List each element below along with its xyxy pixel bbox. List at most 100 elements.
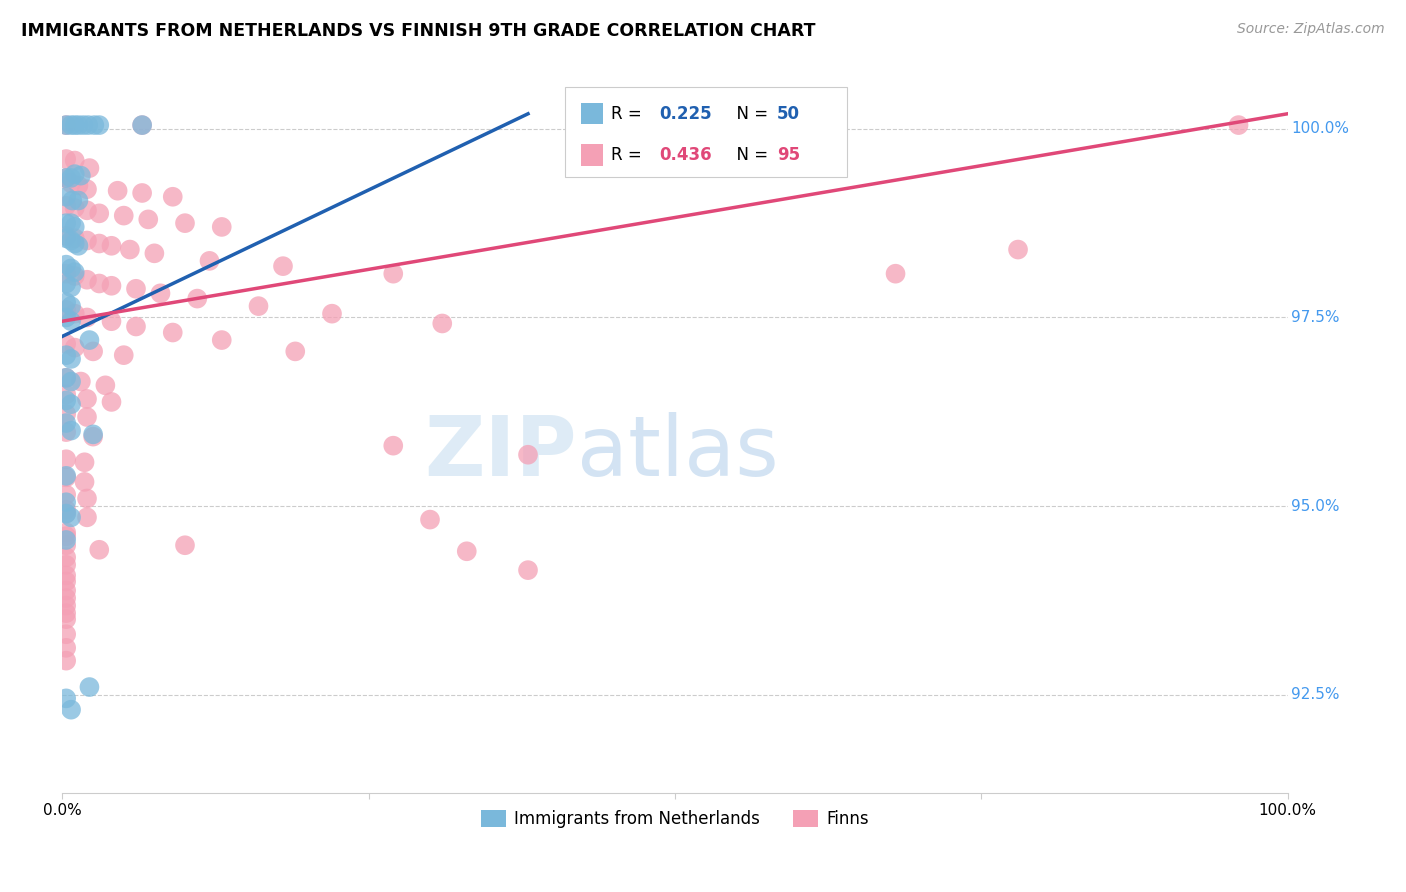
Text: 95.0%: 95.0% [1291, 499, 1340, 514]
Text: 95: 95 [776, 146, 800, 164]
Text: IMMIGRANTS FROM NETHERLANDS VS FINNISH 9TH GRADE CORRELATION CHART: IMMIGRANTS FROM NETHERLANDS VS FINNISH 9… [21, 22, 815, 40]
Point [456, 544, 478, 558]
Point [76, 273, 98, 287]
Point [55, 118, 77, 132]
Text: 0.436: 0.436 [659, 146, 711, 164]
Point [55, 591, 77, 605]
Point [112, 348, 135, 362]
Point [60, 234, 83, 248]
Point [55, 470, 77, 484]
FancyBboxPatch shape [581, 145, 603, 166]
Point [118, 243, 141, 257]
Point [55, 627, 77, 641]
Point [125, 282, 148, 296]
Point [63, 231, 86, 245]
Point [55, 606, 77, 620]
Point [55, 488, 77, 502]
Text: 0.225: 0.225 [659, 104, 711, 122]
Point [89, 277, 111, 291]
Point [55, 267, 77, 281]
Point [60, 424, 83, 438]
Point [60, 118, 83, 132]
Point [55, 574, 77, 589]
Point [77, 118, 100, 132]
Point [55, 468, 77, 483]
Point [63, 219, 86, 234]
Point [76, 203, 98, 218]
Point [284, 344, 307, 359]
Text: 97.5%: 97.5% [1291, 310, 1340, 325]
Text: atlas: atlas [576, 412, 779, 492]
Point [186, 292, 208, 306]
Point [76, 409, 98, 424]
Point [271, 259, 294, 273]
Point [94, 378, 117, 392]
Point [211, 333, 233, 347]
Point [89, 118, 111, 132]
Point [55, 258, 77, 272]
Point [60, 280, 83, 294]
Point [73, 475, 96, 489]
Point [76, 310, 98, 325]
Point [82, 429, 104, 443]
Point [55, 583, 77, 598]
Point [55, 538, 77, 552]
Point [73, 455, 96, 469]
Point [89, 236, 111, 251]
Point [76, 392, 98, 406]
Point [55, 654, 77, 668]
Point [55, 495, 77, 509]
Point [82, 427, 104, 442]
Point [55, 640, 77, 655]
Text: Source: ZipAtlas.com: Source: ZipAtlas.com [1237, 22, 1385, 37]
Point [100, 278, 122, 293]
Point [174, 538, 197, 552]
Point [76, 234, 98, 248]
Point [55, 371, 77, 385]
Point [55, 118, 77, 132]
Point [382, 267, 405, 281]
Text: ZIP: ZIP [425, 412, 576, 492]
Point [60, 194, 83, 208]
Point [76, 510, 98, 524]
Point [60, 351, 83, 366]
Point [100, 239, 122, 253]
Point [79, 161, 101, 175]
Point [131, 118, 153, 132]
Point [76, 491, 98, 506]
Point [55, 507, 77, 521]
Point [60, 703, 83, 717]
Point [55, 416, 77, 430]
Point [211, 219, 233, 234]
Point [143, 246, 166, 260]
Point [55, 452, 77, 467]
Point [100, 314, 122, 328]
Point [1007, 243, 1029, 257]
Point [83, 118, 105, 132]
Point [63, 153, 86, 168]
Text: 50: 50 [776, 104, 800, 122]
Text: R =: R = [612, 146, 647, 164]
Point [112, 209, 135, 223]
Point [70, 375, 93, 389]
Legend: Immigrants from Netherlands, Finns: Immigrants from Netherlands, Finns [474, 804, 876, 835]
Text: 100.0%: 100.0% [1291, 121, 1350, 136]
FancyBboxPatch shape [581, 103, 603, 124]
Point [55, 170, 77, 185]
Point [60, 314, 83, 328]
Point [247, 299, 270, 313]
Point [55, 231, 77, 245]
Point [517, 563, 540, 577]
Point [136, 212, 159, 227]
Point [55, 190, 77, 204]
Point [67, 178, 90, 193]
Text: N =: N = [727, 104, 773, 122]
Point [55, 599, 77, 613]
Point [419, 513, 441, 527]
Point [432, 317, 454, 331]
Point [100, 395, 122, 409]
Point [55, 407, 77, 421]
Point [63, 341, 86, 355]
Point [55, 425, 77, 439]
Point [82, 344, 104, 359]
